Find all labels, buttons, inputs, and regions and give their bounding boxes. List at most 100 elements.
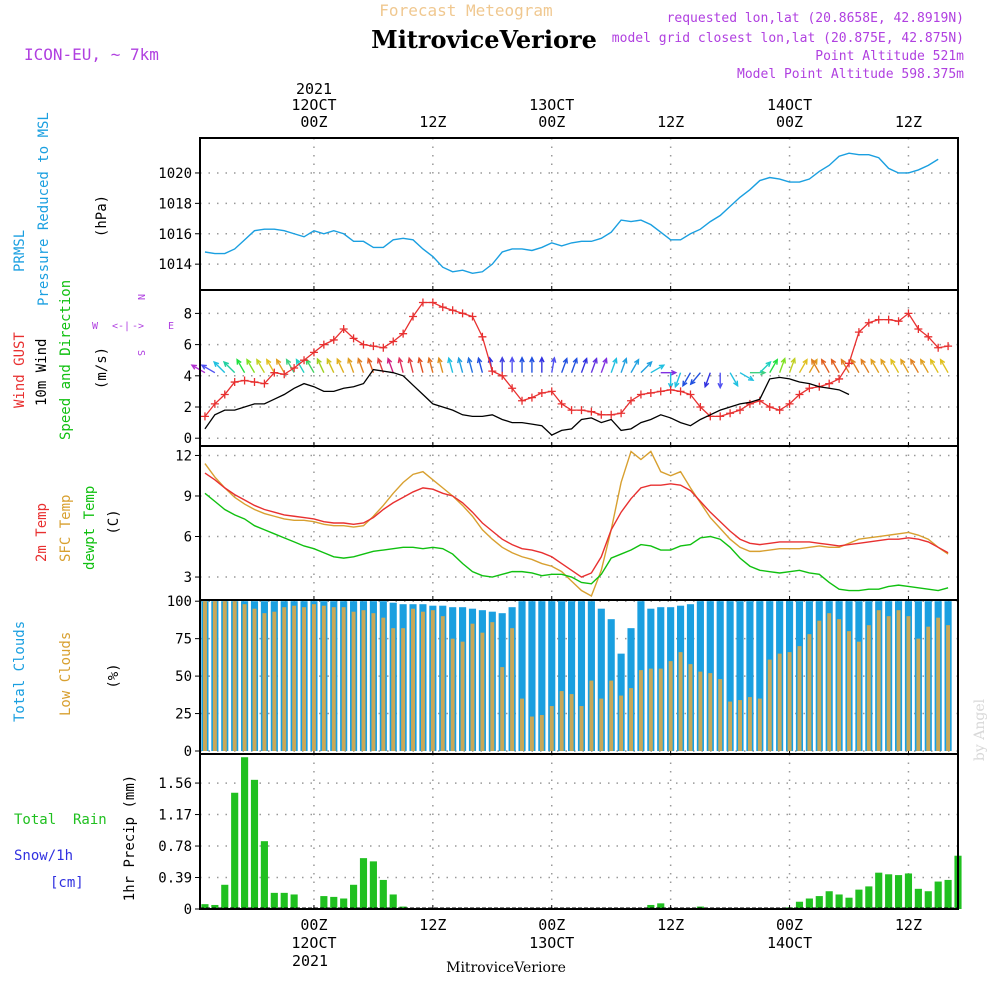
- wind-arrowhead: [562, 357, 568, 364]
- wind-arrowhead: [810, 358, 817, 365]
- rain-bar: [359, 858, 368, 909]
- wind-arrow: [690, 372, 701, 385]
- wind-arrow: [640, 361, 653, 374]
- gust-marker: [409, 312, 418, 321]
- gust-marker: [676, 387, 685, 396]
- rain-bar: [875, 872, 883, 909]
- rain-bar: [894, 875, 903, 909]
- wind-arrowhead: [890, 358, 896, 365]
- total-cloud-bar: [587, 601, 595, 752]
- wind-arrowhead: [256, 358, 262, 365]
- wind-arrowhead: [840, 358, 847, 365]
- low-cloud-bar: [847, 631, 851, 752]
- total-cloud-bar: [538, 601, 546, 752]
- low-cloud-bar: [490, 622, 495, 752]
- model-label: ICON-EU, ~ 7km: [24, 45, 159, 64]
- wind-arrowhead: [386, 357, 393, 364]
- wind-arrowhead: [633, 358, 640, 365]
- y-tick-label: 1016: [158, 227, 192, 243]
- wind-arrowhead: [780, 357, 786, 364]
- wind-arrow: [256, 359, 266, 374]
- clouds-labels: Total Clouds Low Clouds (%): [12, 621, 122, 722]
- wind-arrowhead: [592, 357, 598, 364]
- low-cloud-bar: [341, 607, 346, 752]
- point-altitude: Point Altitude 521m: [815, 49, 964, 64]
- y-tick-label: 75: [175, 632, 192, 648]
- gust-marker: [498, 371, 507, 380]
- gust-marker: [270, 368, 279, 377]
- gust-marker: [587, 407, 596, 416]
- total-cloud-bar: [568, 601, 576, 752]
- low-cloud-bar: [767, 659, 772, 752]
- wind-arrowhead: [466, 356, 473, 364]
- wind-arrowhead: [658, 364, 666, 370]
- rain-bar: [835, 894, 843, 909]
- wind-arrow: [821, 359, 830, 374]
- wind-arrowhead: [602, 357, 608, 364]
- gust-marker: [785, 399, 794, 408]
- wind-arrow: [570, 358, 578, 373]
- wind-arrow: [276, 359, 285, 374]
- snow-label: Snow/1h: [14, 848, 73, 864]
- gust-marker: [864, 318, 873, 327]
- wind-arrow: [850, 359, 860, 374]
- low-cloud-bar: [747, 697, 752, 752]
- bottom-hour-label: 00Z: [776, 916, 803, 934]
- wind-arrowhead: [437, 356, 443, 364]
- rain-bar: [657, 903, 665, 909]
- gust-marker: [309, 348, 318, 357]
- low-cloud-bar: [886, 616, 891, 752]
- temperature-panel: 3 6 9 12: [175, 445, 959, 601]
- total-cloud-bar: [726, 601, 734, 752]
- y-tick-label: 12: [175, 448, 192, 464]
- gust-marker: [488, 367, 497, 376]
- wind-arrow: [930, 359, 939, 374]
- y-tick-label: 6: [184, 338, 192, 354]
- low-cloud-bar: [480, 632, 485, 752]
- low-cloud-bar: [331, 607, 336, 752]
- wind-arrow: [778, 358, 786, 373]
- rain-bar: [855, 889, 863, 909]
- wind-arrowhead: [802, 358, 808, 365]
- gust-marker: [924, 332, 933, 341]
- low-cloud-bar: [906, 616, 911, 752]
- top-hour-label: 00Z: [300, 113, 327, 131]
- wind-arrow: [840, 359, 850, 374]
- low-cloud-bar: [252, 608, 257, 752]
- wind-arrowhead: [880, 358, 886, 365]
- bottom-date-label: 12OCT: [291, 934, 336, 952]
- y-tick-label: 1.17: [158, 808, 192, 824]
- gust-marker: [716, 412, 725, 421]
- wind-arrowhead: [236, 358, 242, 365]
- low-cloud-bar: [282, 607, 287, 752]
- bottom-year-label: 2021: [292, 952, 328, 970]
- y-tick-label: 1014: [158, 257, 192, 273]
- rain-bar: [221, 884, 229, 909]
- wind-arrowhead: [689, 379, 696, 386]
- wind-arrowhead: [820, 358, 827, 365]
- low-cloud-bar: [321, 605, 326, 752]
- wind-arrow: [213, 361, 226, 374]
- wind-arrow: [590, 358, 598, 373]
- y-tick-label: 0: [184, 902, 192, 918]
- total-cloud-bar: [548, 601, 556, 752]
- gust-marker: [597, 410, 606, 419]
- gust-marker: [577, 406, 586, 415]
- wind-arrow: [580, 358, 588, 373]
- wind10m-line: [204, 368, 850, 436]
- gust-marker: [468, 312, 477, 321]
- y-tick-label: 2: [184, 400, 192, 416]
- low-cloud-bar: [450, 638, 455, 752]
- low-cloud-bar: [866, 625, 871, 752]
- footer-location: MitroviceVeriore: [446, 960, 566, 976]
- wind-arrow: [811, 359, 820, 374]
- wind-arrow: [223, 361, 236, 374]
- wind-arrow: [650, 364, 665, 374]
- wind-arrow: [870, 359, 880, 374]
- compass-separator: |: [124, 321, 130, 332]
- gust-marker: [399, 329, 408, 338]
- pressure-panel: 1014 1016 1018 1020: [158, 137, 959, 291]
- gust-marker: [478, 332, 487, 341]
